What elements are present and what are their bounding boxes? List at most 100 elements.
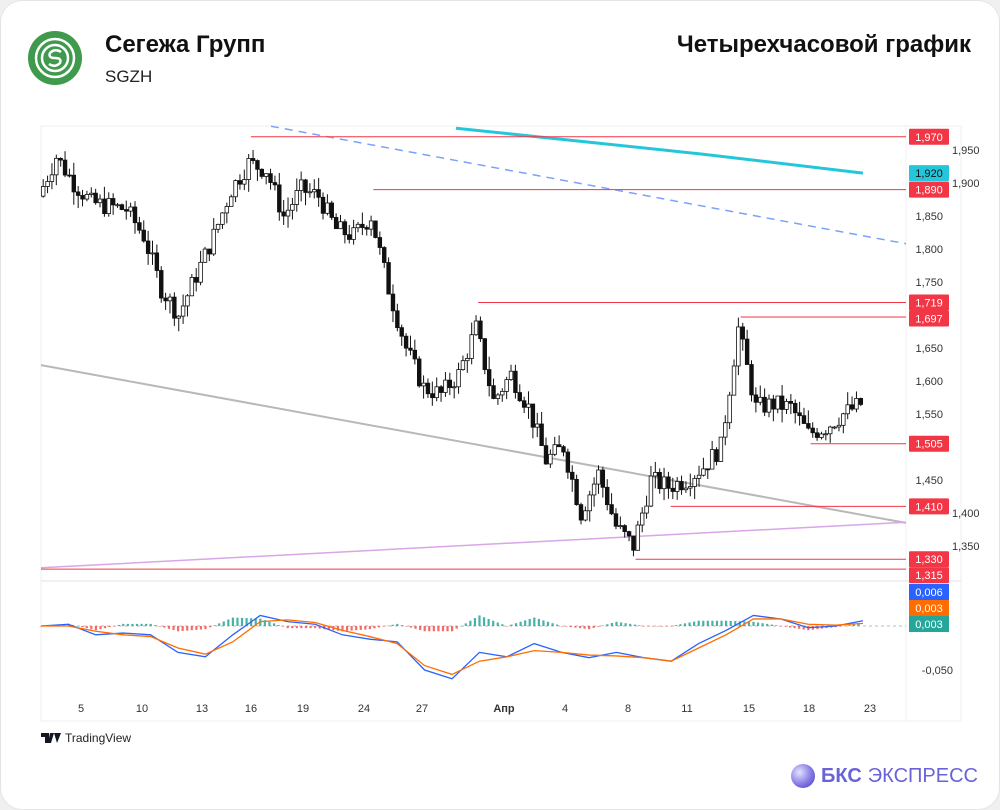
macd-histogram-bar [711, 620, 714, 626]
candle-body [272, 182, 278, 186]
candle-body [386, 262, 391, 295]
candle-body [801, 415, 807, 424]
macd-histogram-bar [172, 626, 175, 631]
candle-body [727, 394, 732, 424]
price-tick: 1,350 [952, 541, 980, 553]
candle-body [194, 277, 199, 283]
candle-body [556, 444, 562, 448]
macd-histogram-bar [231, 617, 234, 626]
macd-histogram-bar [364, 626, 367, 630]
candle-body [723, 422, 728, 438]
level-badge [909, 310, 949, 327]
segezha-logo [28, 31, 82, 85]
candle-body [211, 228, 216, 255]
candle-body [639, 512, 645, 526]
candle-body [841, 413, 846, 426]
candle-body [679, 481, 684, 491]
x-tick: 23 [864, 703, 876, 715]
candle-body [513, 370, 518, 393]
candle-body [246, 158, 251, 180]
candle-body [626, 531, 632, 537]
candle-body [176, 315, 181, 319]
candle-body [622, 525, 627, 532]
candle-body [854, 398, 859, 410]
candle-body [263, 173, 269, 177]
macd-histogram-bar [131, 623, 134, 626]
tradingview-text: TradingView [65, 731, 132, 745]
level-label: 1,410 [915, 501, 943, 513]
macd-histogram-bar [268, 621, 271, 626]
candle-body [84, 194, 90, 200]
candle-body [486, 369, 492, 387]
macd-histogram-bar [286, 626, 289, 629]
ma-badge [909, 165, 949, 182]
candle-body [526, 403, 531, 408]
price-tick: 1,650 [915, 343, 943, 355]
candle-body [731, 365, 737, 396]
candle-body [670, 487, 676, 492]
candle-body [97, 198, 103, 204]
candle-body [368, 220, 374, 230]
brand-rest: ЭКСПРЕСС [867, 764, 978, 787]
macd-histogram-bar [181, 626, 184, 631]
candle-body [430, 393, 435, 399]
candle-body [145, 240, 151, 254]
candle-body [172, 296, 177, 319]
candle-body [75, 191, 81, 196]
price-tick: 1,550 [915, 409, 943, 421]
moving-average-line [455, 126, 864, 175]
candle-body [814, 432, 820, 438]
macd-histogram-bar [282, 626, 285, 627]
macd-histogram-bar [546, 621, 550, 626]
candle-body [67, 174, 72, 177]
macd-histogram-bar [190, 626, 193, 631]
macd-histogram-bar [135, 623, 139, 626]
candle-body [775, 395, 780, 410]
candle-body [364, 227, 369, 230]
candle-body [102, 198, 107, 214]
x-tick: 5 [78, 703, 84, 715]
candle-body [609, 504, 614, 515]
macd-histogram-bar [761, 623, 764, 626]
macd-histogram-bar [85, 626, 88, 629]
candle-body [600, 469, 606, 488]
candle-body [351, 227, 356, 240]
macd-histogram-bar [446, 626, 449, 632]
candle-body [329, 202, 334, 218]
candle-body [137, 222, 142, 231]
candle-body [849, 404, 855, 410]
candle-body [163, 297, 168, 302]
macd-histogram-bar [277, 624, 280, 626]
macd-histogram-bar [186, 626, 189, 631]
candle-body [132, 206, 138, 224]
macd-histogram-bar [263, 620, 266, 626]
macd-histogram-bar [574, 626, 577, 628]
macd-histogram-bar [245, 618, 248, 626]
macd-histogram-bar [177, 626, 180, 632]
macd-histogram-bar [437, 626, 440, 632]
candle-body [788, 401, 794, 404]
candle-body [644, 505, 649, 514]
macd-histogram-bar [779, 626, 782, 627]
candle-body [360, 223, 365, 228]
macd-histogram-bar [798, 626, 801, 629]
macd-histogram-bar [702, 620, 705, 626]
macd-histogram-bar [218, 623, 221, 626]
macd-histogram-bar [103, 626, 107, 629]
macd-histogram-bar [656, 626, 659, 627]
candle-body [259, 168, 265, 177]
macd-histogram-bar [414, 626, 417, 629]
macd-histogram-bar [843, 625, 846, 627]
macd-histogram-bar [565, 626, 568, 627]
candle-body [736, 326, 741, 367]
candle-body [836, 424, 842, 428]
macd-histogram-bar [272, 623, 276, 626]
candle-body [281, 211, 286, 217]
macd-histogram-bar [309, 626, 312, 629]
bks-express-logo: БКС ЭКСПРЕСС [791, 764, 978, 788]
level-label: 1,330 [915, 554, 943, 566]
macd-histogram-bar [624, 623, 627, 626]
candle-body [504, 379, 509, 392]
macd-histogram-bar [81, 626, 84, 628]
